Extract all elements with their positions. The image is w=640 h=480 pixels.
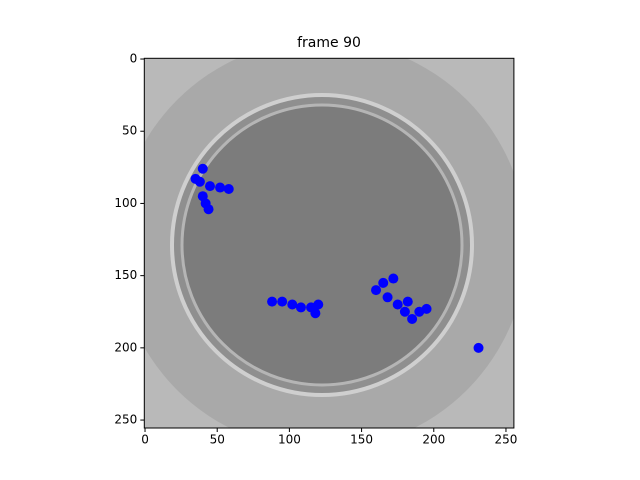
detection	[388, 273, 399, 284]
y-tick-label: 100	[114, 196, 137, 210]
detection	[310, 308, 321, 319]
detection	[204, 181, 215, 192]
detection	[421, 303, 432, 314]
y-tick-label: 200	[114, 340, 137, 354]
y-tick-label: 150	[114, 268, 137, 282]
y-tick-label: 0	[130, 52, 138, 66]
detection	[313, 299, 324, 310]
x-tick-label: 200	[422, 433, 445, 447]
x-tick-label: 100	[278, 433, 301, 447]
detection	[378, 277, 389, 288]
y-tick-label: 250	[114, 413, 137, 427]
detection	[215, 182, 226, 193]
detection	[407, 313, 418, 324]
detection	[473, 342, 484, 353]
detection	[277, 296, 288, 307]
detection	[295, 302, 306, 313]
detection	[371, 285, 382, 296]
detection	[197, 163, 208, 174]
detection	[190, 173, 201, 184]
detection	[223, 183, 234, 194]
dish-inner	[180, 103, 464, 387]
detection	[287, 299, 298, 310]
x-tick-label: 0	[141, 433, 149, 447]
detection	[382, 292, 393, 303]
chart-title: frame 90	[297, 35, 361, 51]
image	[144, 58, 514, 429]
detection	[203, 204, 214, 215]
detection	[399, 306, 410, 317]
axes-frame	[143, 57, 515, 429]
detection	[267, 296, 278, 307]
detection	[392, 299, 403, 310]
detection	[402, 296, 413, 307]
y-tick-label: 50	[122, 124, 137, 138]
x-tick-label: 250	[495, 433, 518, 447]
x-tick-label: 50	[210, 433, 225, 447]
x-tick-label: 150	[350, 433, 373, 447]
